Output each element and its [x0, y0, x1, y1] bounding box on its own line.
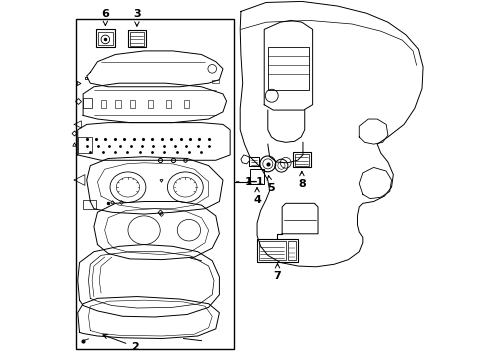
- Bar: [83, 98, 92, 108]
- Bar: [129, 32, 144, 45]
- Bar: [267, 47, 308, 90]
- Bar: [287, 241, 296, 260]
- Bar: [183, 100, 188, 108]
- Bar: [78, 137, 92, 153]
- Bar: [292, 152, 310, 167]
- Bar: [128, 30, 145, 47]
- Bar: [76, 19, 233, 348]
- Bar: [258, 241, 285, 260]
- Bar: [98, 32, 113, 45]
- Bar: [249, 169, 264, 184]
- Text: 4: 4: [253, 188, 261, 205]
- Polygon shape: [241, 155, 249, 164]
- Text: 6: 6: [101, 9, 109, 26]
- Text: 1: 1: [236, 177, 252, 187]
- Bar: [147, 100, 153, 108]
- Text: 7: 7: [273, 264, 281, 280]
- Text: —1: —1: [246, 177, 263, 187]
- Bar: [212, 80, 219, 83]
- Bar: [115, 100, 121, 108]
- Text: 8: 8: [297, 171, 305, 189]
- Bar: [101, 100, 106, 108]
- Text: 2: 2: [102, 334, 139, 352]
- Bar: [165, 100, 171, 108]
- Text: 5: 5: [266, 176, 274, 193]
- Text: 3: 3: [133, 9, 141, 26]
- Bar: [96, 30, 115, 47]
- Bar: [257, 239, 298, 262]
- Bar: [294, 154, 308, 166]
- Bar: [129, 100, 135, 108]
- Bar: [83, 200, 96, 209]
